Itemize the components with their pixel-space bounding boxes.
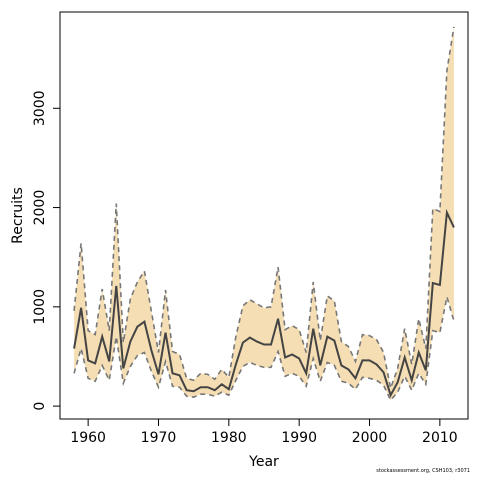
recruits-estimate-line: [73, 208, 455, 398]
lower-bound-line: [73, 296, 455, 402]
x-axis: 1960 1970 1980 1990 2000 2010: [70, 419, 458, 446]
x-axis-label: Year: [248, 454, 279, 470]
x-tick-label: 1960: [70, 430, 106, 446]
y-tick-label: 3000: [32, 90, 48, 126]
x-tick-label: 2000: [352, 430, 388, 446]
x-tick-label: 1970: [141, 430, 177, 446]
y-axis-label: Recruits: [10, 187, 26, 244]
credit-text: stockassessment.org, CSH103, r3071: [376, 468, 470, 474]
x-tick-label: 1980: [211, 430, 247, 446]
y-tick-label: 2000: [32, 190, 48, 226]
plot-frame: [59, 11, 469, 420]
y-tick-label: 0: [32, 402, 48, 411]
y-tick-label: 1000: [32, 289, 48, 325]
series-lines-layer: [73, 26, 455, 402]
y-axis: 0 1000 2000 3000: [32, 90, 60, 411]
x-tick-label: 2010: [422, 430, 458, 446]
x-tick-label: 1990: [281, 430, 317, 446]
